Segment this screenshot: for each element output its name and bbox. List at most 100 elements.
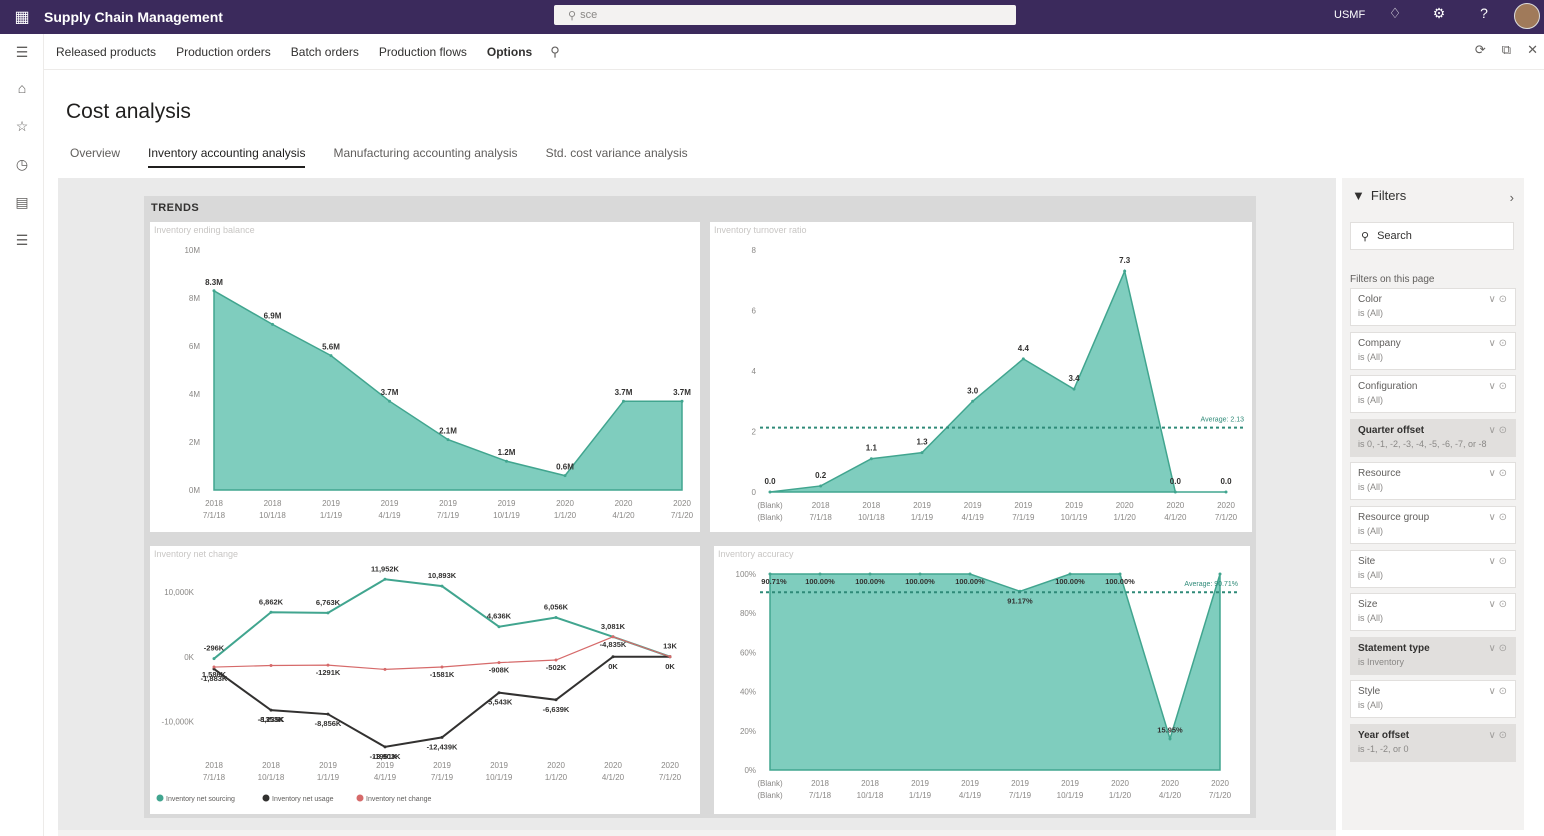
x-tick-label-bottom: 1/1/19 xyxy=(911,513,934,522)
hamburger-menu-icon[interactable]: ☰ xyxy=(15,44,29,60)
expand-clear-filter-icon[interactable]: ∨ ⊙ xyxy=(1488,599,1507,611)
data-point xyxy=(383,577,387,581)
data-label: -4,835K xyxy=(600,640,627,649)
data-label: -5,543K xyxy=(486,698,513,707)
data-label: 6.9M xyxy=(264,311,282,320)
action-production-flows[interactable]: Production flows xyxy=(378,44,467,59)
expand-clear-filter-icon[interactable]: ∨ ⊙ xyxy=(1488,468,1507,480)
data-point xyxy=(271,322,274,326)
legend-marker xyxy=(262,794,270,802)
filters-search-input[interactable]: ⚲ Search xyxy=(1350,222,1514,250)
filter-card-statement-type[interactable]: Statement type is Inventory ∨ ⊙ xyxy=(1350,636,1516,675)
filter-card-color[interactable]: Color is (All) ∨ ⊙ xyxy=(1350,288,1516,326)
data-label: -1353K xyxy=(259,715,284,724)
turnover-svg: 86420(Blank)(Blank)20187/1/18201810/1/18… xyxy=(752,246,1246,522)
y-tick-label: 10M xyxy=(184,246,200,255)
avatar[interactable] xyxy=(1514,3,1540,29)
filter-card-year-offset[interactable]: Year offset is -1, -2, or 0 ∨ ⊙ xyxy=(1350,724,1516,762)
x-tick-label-top: 2020 xyxy=(1166,501,1184,510)
data-label: 100.00% xyxy=(1105,577,1135,586)
help-icon[interactable]: ? xyxy=(1480,5,1488,21)
open-new-window-icon[interactable]: ⧉ xyxy=(1501,42,1512,57)
action-options[interactable]: Options xyxy=(486,44,533,59)
clock-icon[interactable]: ◷ xyxy=(15,156,29,172)
data-point xyxy=(1168,737,1172,741)
x-tick-label-bottom: 4/1/19 xyxy=(962,513,985,522)
expand-clear-filter-icon[interactable]: ∨ ⊙ xyxy=(1488,512,1507,523)
modules-list-icon[interactable]: ☰ xyxy=(15,232,29,248)
data-label: 91.17% xyxy=(1007,596,1033,605)
x-tick-label-bottom: 7/1/20 xyxy=(659,773,682,782)
bell-icon[interactable]: ♢ xyxy=(1388,5,1402,21)
data-label: 1.2M xyxy=(498,448,516,457)
expand-clear-filter-icon[interactable]: ∨ ⊙ xyxy=(1488,555,1507,567)
filter-card-site[interactable]: Site is (All) ∨ ⊙ xyxy=(1350,549,1516,588)
data-point xyxy=(918,572,922,576)
tab-std-cost-variance-analysis[interactable]: Std. cost variance analysis xyxy=(545,146,688,160)
x-tick-label-top: 2020 xyxy=(661,761,679,770)
data-point xyxy=(554,698,558,702)
filter-card-configuration[interactable]: Configuration is (All) ∨ ⊙ xyxy=(1350,375,1516,414)
expand-clear-filter-icon[interactable]: ∨ ⊙ xyxy=(1488,642,1507,654)
company-picker[interactable]: USMF xyxy=(1334,9,1366,21)
filter-funnel-icon: ▼ xyxy=(1352,188,1365,203)
x-tick-label-top: 2018 xyxy=(264,499,282,508)
tab-manufacturing-accounting-analysis[interactable]: Manufacturing accounting analysis xyxy=(333,146,518,160)
chart-inventory-turnover-ratio[interactable]: Inventory turnover ratio 8 6 4 2 0 (Blank) (Bl… xyxy=(710,222,1252,532)
app-launcher-icon[interactable]: ▦ xyxy=(14,9,30,26)
chart-inventory-net-change[interactable]: Inventory net change 10,000K 0K -10,000K 20… xyxy=(150,546,700,814)
x-tick-label-bottom: 4/1/20 xyxy=(1159,791,1182,800)
gear-icon[interactable]: ⚙ xyxy=(1432,5,1446,21)
action-released-products[interactable]: Released products xyxy=(56,44,157,59)
x-tick-label-top: 2018 xyxy=(862,501,880,510)
refresh-icon[interactable]: ⟳ xyxy=(1474,42,1486,57)
action-batch-orders[interactable]: Batch orders xyxy=(290,44,359,59)
x-tick-label-bottom: 1/1/19 xyxy=(320,511,343,520)
data-point xyxy=(1072,387,1076,391)
close-icon[interactable]: ✕ xyxy=(1527,42,1538,57)
expand-clear-filter-icon[interactable]: ∨ ⊙ xyxy=(1488,730,1507,741)
tab-overview[interactable]: Overview xyxy=(70,146,121,160)
y-tick-label: 0K xyxy=(184,653,194,662)
collapse-filters-chevron-icon[interactable]: › xyxy=(1509,190,1514,205)
filter-card-style[interactable]: Style is (All) ∨ ⊙ xyxy=(1350,680,1516,719)
x-tick-label-top: 2019 xyxy=(964,501,982,510)
filter-card-resource[interactable]: Resource is (All) ∨ ⊙ xyxy=(1350,462,1516,501)
global-search-input[interactable]: ⚲ sce xyxy=(554,5,1016,25)
filter-card-size[interactable]: Size is (All) ∨ ⊙ xyxy=(1350,593,1516,632)
tab-inventory-accounting-analysis[interactable]: Inventory accounting analysis xyxy=(148,146,306,168)
filter-card-quarter-offset[interactable]: Quarter offset is 0, -1, -2, -3, -4, -5, … xyxy=(1350,418,1516,457)
data-label: 100.00% xyxy=(905,577,935,586)
x-tick-label-top: 2019 xyxy=(961,779,979,788)
app-title[interactable]: Supply Chain Management xyxy=(44,9,223,25)
filter-value: is (All) xyxy=(1358,395,1383,406)
data-label: -13,903K xyxy=(370,752,401,761)
x-tick-label-bottom: 7/1/18 xyxy=(203,773,226,782)
workspaces-icon[interactable]: ▤ xyxy=(15,194,29,210)
chart-inventory-ending-balance[interactable]: Inventory ending balance 10M 8M 6M 4M 2M 0M 20… xyxy=(150,222,700,532)
expand-clear-filter-icon[interactable]: ∨ ⊙ xyxy=(1488,294,1507,305)
page-scrollbar[interactable] xyxy=(1524,178,1542,830)
filter-card-resource-group[interactable]: Resource group is (All) ∨ ⊙ xyxy=(1350,506,1516,544)
filters-search-placeholder: Search xyxy=(1377,230,1412,242)
data-point xyxy=(868,572,872,576)
x-tick-label-bottom: 7/1/20 xyxy=(671,511,694,520)
data-label: 11,952K xyxy=(371,564,400,573)
filter-value: is (All) xyxy=(1358,569,1383,580)
expand-clear-filter-icon[interactable]: ∨ ⊙ xyxy=(1488,686,1507,698)
data-label: -6,639K xyxy=(543,705,570,714)
home-icon[interactable]: ⌂ xyxy=(17,80,27,96)
data-point xyxy=(440,584,444,588)
expand-clear-filter-icon[interactable]: ∨ ⊙ xyxy=(1488,424,1507,436)
expand-clear-filter-icon[interactable]: ∨ ⊙ xyxy=(1488,381,1507,393)
chart-inventory-accuracy[interactable]: Inventory accuracy 100% 80% 60% 40% 20% 0% (Bl… xyxy=(714,546,1250,814)
x-tick-label-bottom: 1/1/20 xyxy=(554,511,577,520)
y-tick-label: 6 xyxy=(752,307,757,316)
filter-card-company[interactable]: Company is (All) ∨ ⊙ xyxy=(1350,331,1516,370)
expand-clear-filter-icon[interactable]: ∨ ⊙ xyxy=(1488,337,1507,349)
page-tabs-strip[interactable] xyxy=(58,830,1336,836)
action-production-orders[interactable]: Production orders xyxy=(176,44,271,59)
action-search-icon[interactable]: ⚲ xyxy=(550,43,560,59)
star-icon[interactable]: ☆ xyxy=(15,118,29,134)
data-point xyxy=(1173,490,1177,494)
